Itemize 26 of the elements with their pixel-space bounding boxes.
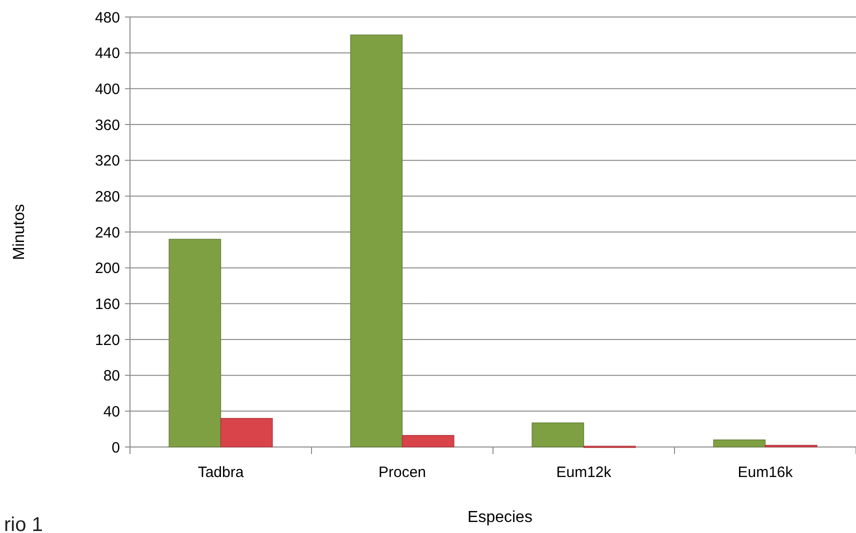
y-tick-label: 320: [94, 152, 120, 170]
bar: [168, 238, 222, 448]
y-tick-label: 120: [94, 332, 120, 349]
bar: [402, 435, 454, 448]
y-tick-label: 280: [94, 188, 120, 206]
x-axis-title: Especies: [468, 509, 532, 526]
y-tick-label: 40: [103, 403, 120, 420]
y-tick-label: 360: [94, 116, 120, 134]
bar: [220, 418, 273, 448]
x-tick-label: Tadbra: [198, 464, 244, 481]
y-tick-label: 160: [94, 296, 120, 313]
y-tick-label: 80: [103, 368, 120, 385]
x-tick-label: Eum16k: [738, 464, 794, 481]
y-tick-label: 0: [112, 439, 120, 456]
text: rio 1: [4, 514, 43, 533]
x-tick-label: Eum12k: [556, 464, 612, 481]
y-tick-label: 440: [94, 45, 120, 62]
y-tick-label: 240: [94, 224, 120, 242]
y-tick-label: 200: [94, 260, 120, 278]
y-axis-title: Minutos: [11, 204, 28, 260]
bar: [532, 422, 584, 448]
bar: [713, 440, 766, 448]
y-tick-label: 480: [94, 9, 120, 26]
y-tick-label: 400: [94, 80, 120, 98]
x-tick-label: Procen: [378, 464, 426, 481]
bar: [350, 34, 403, 448]
